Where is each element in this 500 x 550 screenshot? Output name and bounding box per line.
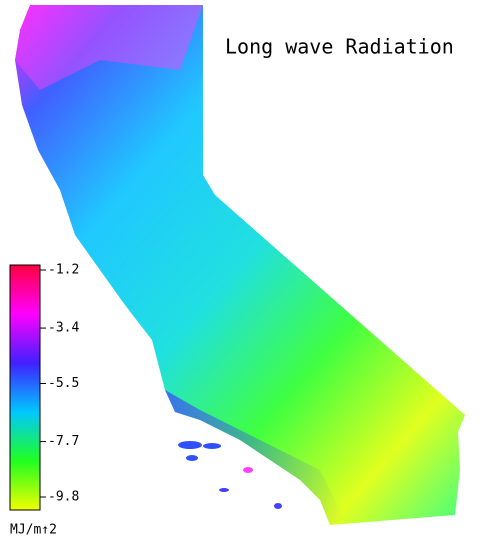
island: [186, 455, 198, 461]
land: [15, 5, 465, 525]
island: [243, 467, 253, 473]
island: [203, 443, 221, 449]
colorbar-tick-label: -5.5: [48, 376, 79, 391]
island: [274, 503, 282, 509]
california-map: [15, 5, 465, 525]
colorbar-tick-label: -9.8: [48, 490, 79, 505]
colorbar-unit: MJ/m↑2: [10, 523, 57, 538]
map-title: Long wave Radiation: [225, 35, 454, 59]
island: [178, 441, 202, 449]
colorbar: [9, 264, 41, 511]
island: [219, 488, 229, 492]
south-coast: [165, 390, 345, 525]
colorbar-tick-label: -1.2: [48, 263, 79, 278]
colorbar-tick-label: -3.4: [48, 321, 79, 336]
colorbar-tick-label: -7.7: [48, 434, 79, 449]
north-region: [15, 5, 203, 90]
